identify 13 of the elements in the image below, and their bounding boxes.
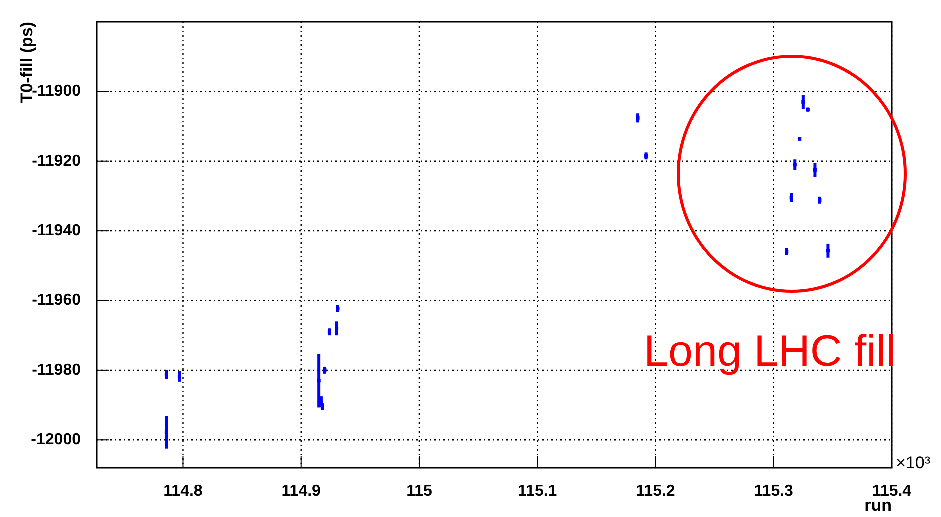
y-tick-label: -12000 (31, 432, 82, 449)
x-tick-label: 114.8 (164, 483, 203, 500)
y-tick-label: -11900 (32, 83, 82, 100)
y-tick-label: -11920 (32, 152, 82, 170)
x-tick-label: 115.2 (636, 483, 676, 500)
y-tick-label: -11960 (32, 292, 82, 310)
x-tick-label: 114.9 (282, 483, 322, 500)
x-tick-label: 115 (406, 483, 432, 500)
x-tick-label: 115.1 (518, 483, 558, 500)
x-tick-label: 115.3 (754, 483, 794, 500)
y-tick-label: -11980 (32, 362, 82, 379)
y-tick-label: -11940 (32, 222, 82, 240)
text: ×10³ (896, 454, 931, 473)
